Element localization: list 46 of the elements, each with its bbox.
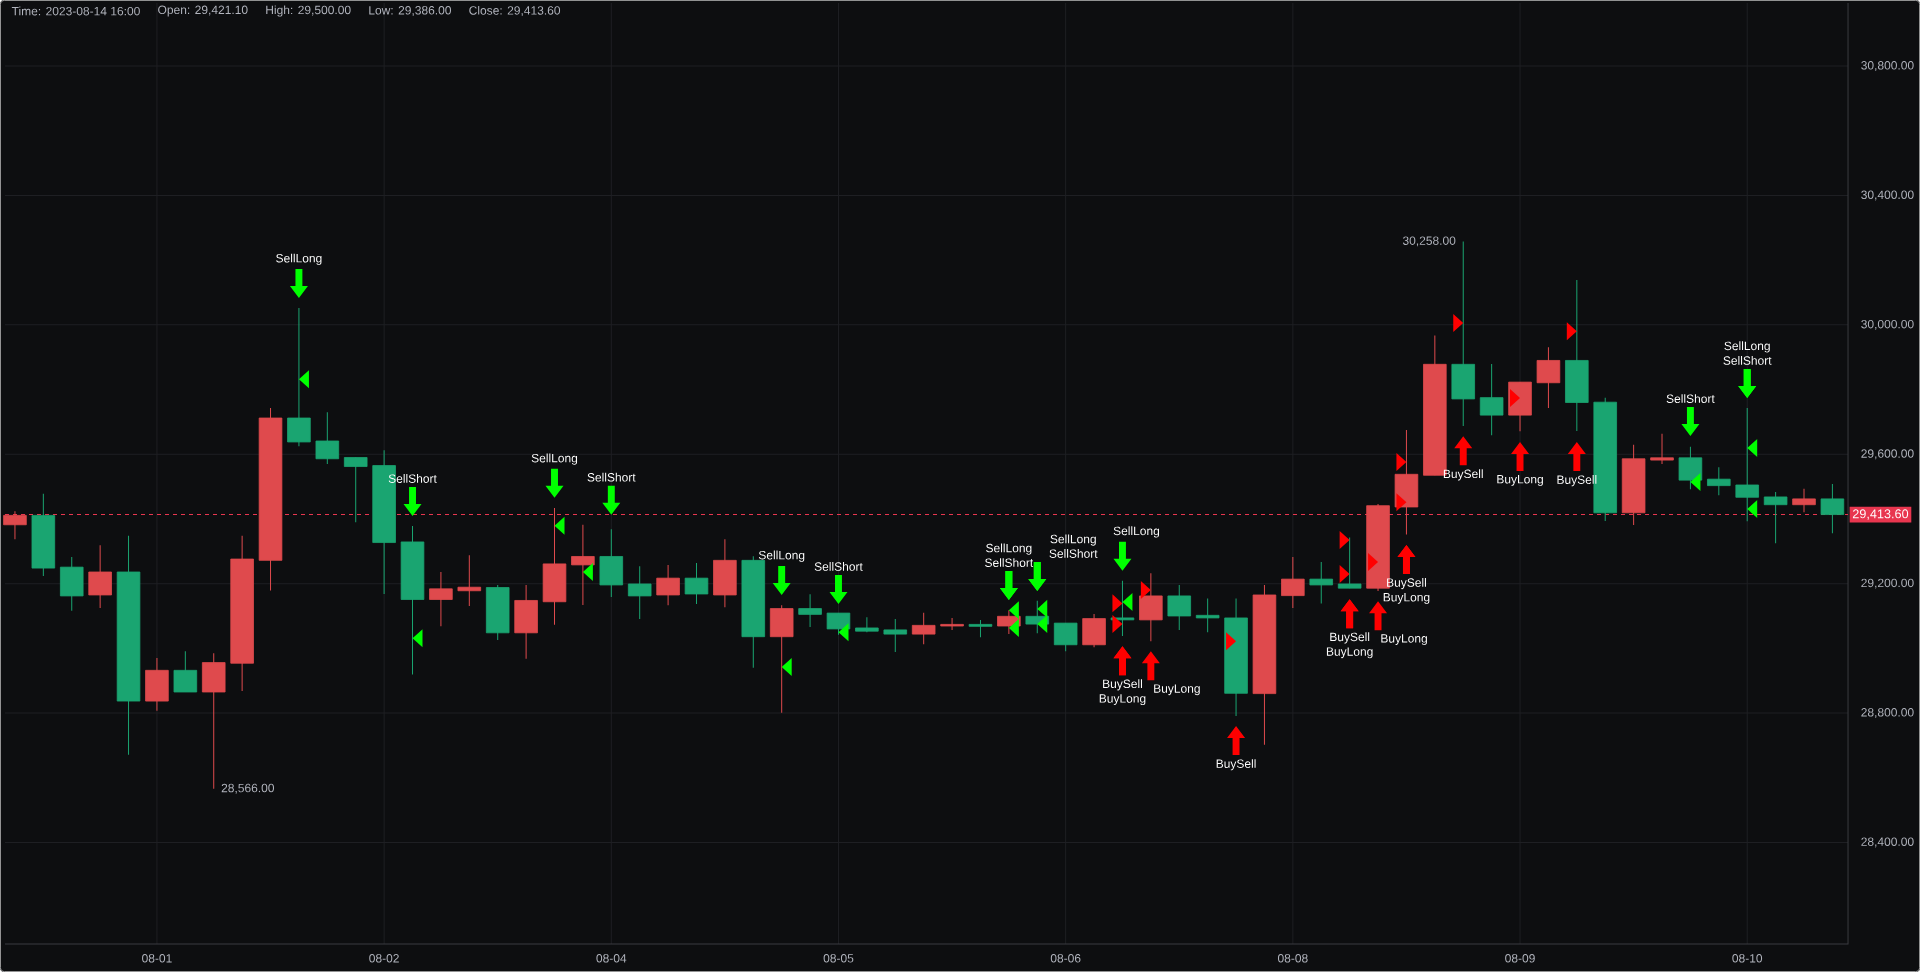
data-label: SellLong xyxy=(531,453,578,465)
data-label: BuyLong xyxy=(1326,647,1373,659)
data-label: SellLong xyxy=(1113,526,1160,538)
y-tick-label: 29,200.00 xyxy=(1861,578,1914,589)
x-tick-label: 08-06 xyxy=(1050,954,1081,963)
x-tick-label: 08-01 xyxy=(142,954,172,963)
annotation: 30,258.00 xyxy=(1402,236,1456,247)
annotation: High: 29,500.00 xyxy=(266,5,351,17)
annotation: Close: 29,413.60 xyxy=(469,5,561,17)
x-tick-label: 08-02 xyxy=(369,954,399,963)
annotation: 28,566.00 xyxy=(221,783,275,794)
data-label: SellShort xyxy=(814,562,863,571)
data-label: SellLong xyxy=(758,550,805,562)
y-tick-label: 29,600.00 xyxy=(1861,449,1914,460)
y-tick-label: 30,400.00 xyxy=(1861,190,1914,201)
y-tick-label: 28,800.00 xyxy=(1861,708,1914,718)
x-tick-label: 08-05 xyxy=(823,954,854,963)
data-label: BuySell xyxy=(1330,632,1370,644)
data-label: BuyLong xyxy=(1497,475,1543,486)
data-label: SellLong xyxy=(1724,341,1770,353)
data-label: BuyLong xyxy=(1154,684,1200,696)
data-label: SellLong xyxy=(986,543,1032,555)
data-label: BuySell xyxy=(1216,759,1256,771)
ref-line-label: 29,413.60 xyxy=(1852,509,1909,520)
data-label: BuySell xyxy=(1103,679,1142,691)
data-label: BuyLong xyxy=(1383,593,1430,604)
x-tick-label: 08-08 xyxy=(1277,954,1308,963)
annotation: Open: 29,421.10 xyxy=(158,5,248,17)
data-label: BuyLong xyxy=(1381,634,1427,646)
data-label: BuyLong xyxy=(1099,694,1146,706)
x-tick-label: 08-09 xyxy=(1505,954,1535,963)
data-label: SellShort xyxy=(1666,394,1715,403)
data-label: SellShort xyxy=(1723,355,1772,365)
data-label: SellLong xyxy=(276,253,322,265)
y-tick-label: 28,400.00 xyxy=(1861,837,1914,848)
data-label: SellShort xyxy=(587,472,636,482)
data-label: SellShort xyxy=(985,558,1034,567)
data-label: SellShort xyxy=(1049,549,1098,558)
y-tick-label: 30,800.00 xyxy=(1861,61,1914,72)
y-tick-label: 30,000.00 xyxy=(1861,319,1914,330)
x-tick-label: 08-04 xyxy=(596,954,627,963)
data-label: BuySell xyxy=(1443,469,1483,481)
annotation: Time: 2023-08-14 16:00 xyxy=(11,6,140,16)
annotation: Low: 29,386.00 xyxy=(369,6,452,16)
x-tick-label: 08-10 xyxy=(1732,954,1763,963)
data-label: SellLong xyxy=(1050,534,1096,546)
